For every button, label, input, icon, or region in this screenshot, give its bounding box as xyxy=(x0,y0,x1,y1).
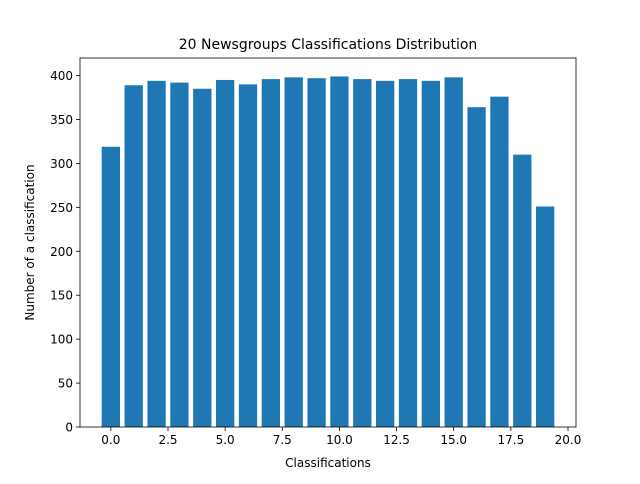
x-tick-label: 12.5 xyxy=(383,433,410,447)
x-axis-label: Classifications xyxy=(285,456,371,470)
bar-2 xyxy=(147,80,166,427)
bar-1 xyxy=(124,85,143,428)
x-tick-label: 2.5 xyxy=(158,433,177,447)
x-tick-label: 5.0 xyxy=(216,433,235,447)
bar-13 xyxy=(398,79,418,427)
y-tick-label: 0 xyxy=(65,421,73,435)
bar-18 xyxy=(513,154,532,427)
plot-frame xyxy=(79,57,577,428)
bar-4 xyxy=(193,88,212,427)
y-axis-label: Number of a classification xyxy=(23,164,37,320)
bar-0 xyxy=(101,146,120,428)
y-tick-label: 350 xyxy=(50,113,73,127)
x-tick-label: 20.0 xyxy=(555,433,582,447)
x-ticks-group: 0.0 2.5 5.0 7.5 10.0 12.5 15.0 17.5 20.0 xyxy=(101,427,581,447)
y-tick-label: 250 xyxy=(50,201,73,215)
y-ticks-group: 0 50 100 150 200 250 300 350 400 xyxy=(50,69,80,435)
bar-7 xyxy=(261,79,280,427)
chart-title: 20 Newsgroups Classifications Distributi… xyxy=(179,37,478,53)
y-tick-label: 300 xyxy=(50,157,73,171)
bar-14 xyxy=(421,80,440,427)
bar-11 xyxy=(353,79,372,427)
x-tick-label: 17.5 xyxy=(497,433,524,447)
bar-5 xyxy=(216,79,235,428)
x-tick-label: 15.0 xyxy=(440,433,467,447)
bar-8 xyxy=(284,77,303,427)
y-tick-label: 50 xyxy=(58,377,73,391)
y-tick-label: 150 xyxy=(50,289,73,303)
bar-9 xyxy=(307,78,326,428)
bar-19 xyxy=(536,206,555,427)
y-tick-label: 400 xyxy=(50,69,73,83)
bar-10 xyxy=(330,76,349,427)
y-tick-label: 200 xyxy=(50,245,73,259)
bar-12 xyxy=(376,80,395,427)
bar-15 xyxy=(444,77,463,427)
x-tick-label: 10.0 xyxy=(326,433,353,447)
bar-17 xyxy=(490,96,509,427)
y-tick-label: 100 xyxy=(50,333,73,347)
bar-16 xyxy=(467,107,486,427)
x-tick-label: 0.0 xyxy=(101,433,120,447)
bars-group xyxy=(101,76,555,428)
bar-3 xyxy=(170,82,189,427)
x-tick-label: 7.5 xyxy=(273,433,292,447)
bar-6 xyxy=(238,84,258,428)
